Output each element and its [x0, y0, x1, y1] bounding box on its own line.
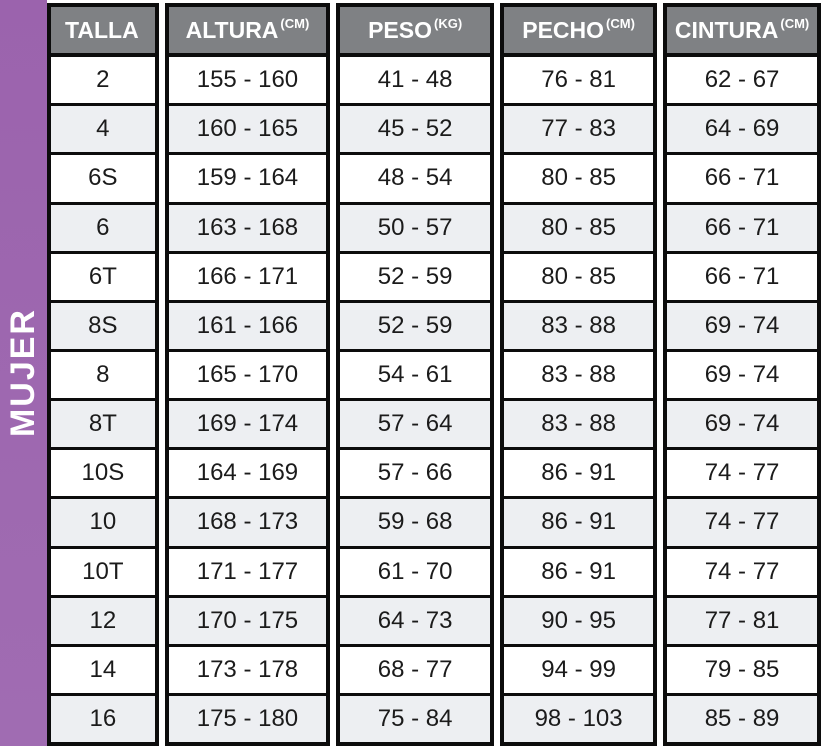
- value-cell: 76 - 81: [504, 57, 654, 107]
- value-cell: 83 - 88: [504, 401, 654, 451]
- value-cell: 69 - 74: [667, 401, 818, 451]
- size-cell: 10S: [51, 450, 155, 500]
- size-table: TALLA 2 4 6S 6 6T 8S 8 8T 10S 10 10T 12 14 16 ALTURA (CM…: [47, 0, 821, 746]
- value-cell: 77 - 81: [667, 597, 818, 647]
- value-cell: 69 - 74: [667, 302, 818, 352]
- value-cell: 94 - 99: [504, 647, 654, 696]
- value-cell: 59 - 68: [340, 499, 491, 549]
- size-cell: 6T: [51, 254, 155, 303]
- column-header-altura: ALTURA (CM): [168, 7, 327, 58]
- value-cell: 62 - 67: [667, 57, 818, 107]
- value-cell: 54 - 61: [340, 352, 491, 402]
- value-cell: 77 - 83: [504, 106, 654, 156]
- value-cell: 159 - 164: [168, 155, 327, 205]
- value-cell: 48 - 54: [340, 155, 491, 205]
- value-cell: 80 - 85: [504, 204, 654, 254]
- value-cell: 52 - 59: [340, 254, 491, 303]
- header-label: PESO: [368, 16, 433, 43]
- column-peso: PESO (KG) 41 - 48 45 - 52 48 - 54 50 - 57 52 -…: [336, 3, 495, 746]
- value-cell: 66 - 71: [667, 254, 818, 303]
- value-cell: 69 - 74: [667, 352, 818, 402]
- value-cell: 161 - 166: [168, 302, 327, 352]
- header-label: TALLA: [65, 16, 139, 43]
- value-cell: 85 - 89: [667, 695, 818, 743]
- column-header-pecho: PECHO (CM): [504, 7, 654, 58]
- column-talla: TALLA 2 4 6S 6 6T 8S 8 8T 10S 10 10T 12 14 16: [47, 3, 159, 746]
- value-cell: 66 - 71: [667, 155, 818, 205]
- value-cell: 165 - 170: [168, 352, 327, 402]
- column-header-talla: TALLA: [51, 7, 155, 58]
- gender-band: MUJER: [0, 0, 47, 746]
- size-cell: 2: [51, 57, 155, 107]
- value-cell: 171 - 177: [168, 549, 327, 598]
- size-cell: 6S: [51, 155, 155, 205]
- gender-band-label: MUJER: [4, 308, 42, 438]
- header-unit: (CM): [280, 16, 310, 32]
- value-cell: 170 - 175: [168, 597, 327, 647]
- value-cell: 79 - 85: [667, 647, 818, 696]
- value-cell: 98 - 103: [504, 695, 654, 743]
- value-cell: 83 - 88: [504, 352, 654, 402]
- value-cell: 80 - 85: [504, 155, 654, 205]
- value-cell: 64 - 73: [340, 597, 491, 647]
- value-cell: 90 - 95: [504, 597, 654, 647]
- value-cell: 86 - 91: [504, 499, 654, 549]
- value-cell: 168 - 173: [168, 499, 327, 549]
- value-cell: 86 - 91: [504, 549, 654, 598]
- column-altura: ALTURA (CM) 155 - 160 160 - 165 159 - 164 163…: [164, 3, 331, 746]
- size-cell: 4: [51, 106, 155, 156]
- value-cell: 52 - 59: [340, 302, 491, 352]
- value-cell: 86 - 91: [504, 450, 654, 500]
- size-cell: 16: [51, 695, 155, 743]
- value-cell: 80 - 85: [504, 254, 654, 303]
- size-cell: 8S: [51, 302, 155, 352]
- value-cell: 50 - 57: [340, 204, 491, 254]
- value-cell: 169 - 174: [168, 401, 327, 451]
- value-cell: 61 - 70: [340, 549, 491, 598]
- value-cell: 64 - 69: [667, 106, 818, 156]
- value-cell: 173 - 178: [168, 647, 327, 696]
- header-unit: (CM): [606, 16, 635, 32]
- size-cell: 12: [51, 597, 155, 647]
- value-cell: 75 - 84: [340, 695, 491, 743]
- value-cell: 74 - 77: [667, 499, 818, 549]
- value-cell: 41 - 48: [340, 57, 491, 107]
- value-cell: 74 - 77: [667, 549, 818, 598]
- value-cell: 160 - 165: [168, 106, 327, 156]
- column-header-cintura: CINTURA (CM): [667, 7, 818, 58]
- size-cell: 14: [51, 647, 155, 696]
- column-cintura: CINTURA (CM) 62 - 67 64 - 69 66 - 71 66 - 71 6…: [663, 3, 821, 746]
- value-cell: 57 - 64: [340, 401, 491, 451]
- column-header-peso: PESO (KG): [340, 7, 491, 58]
- size-cell: 10T: [51, 549, 155, 598]
- header-label: ALTURA: [185, 16, 279, 43]
- value-cell: 45 - 52: [340, 106, 491, 156]
- header-unit: (CM): [780, 16, 810, 32]
- value-cell: 74 - 77: [667, 450, 818, 500]
- header-label: CINTURA: [674, 16, 779, 43]
- size-cell: 6: [51, 204, 155, 254]
- value-cell: 155 - 160: [168, 57, 327, 107]
- value-cell: 163 - 168: [168, 204, 327, 254]
- size-cell: 8: [51, 352, 155, 402]
- value-cell: 66 - 71: [667, 204, 818, 254]
- header-label: PECHO: [522, 16, 605, 43]
- value-cell: 83 - 88: [504, 302, 654, 352]
- value-cell: 175 - 180: [168, 695, 327, 743]
- value-cell: 68 - 77: [340, 647, 491, 696]
- size-cell: 10: [51, 499, 155, 549]
- value-cell: 57 - 66: [340, 450, 491, 500]
- header-unit: (KG): [434, 16, 463, 32]
- column-pecho: PECHO (CM) 76 - 81 77 - 83 80 - 85 80 - 85 80 …: [500, 3, 658, 746]
- value-cell: 166 - 171: [168, 254, 327, 303]
- size-cell: 8T: [51, 401, 155, 451]
- value-cell: 164 - 169: [168, 450, 327, 500]
